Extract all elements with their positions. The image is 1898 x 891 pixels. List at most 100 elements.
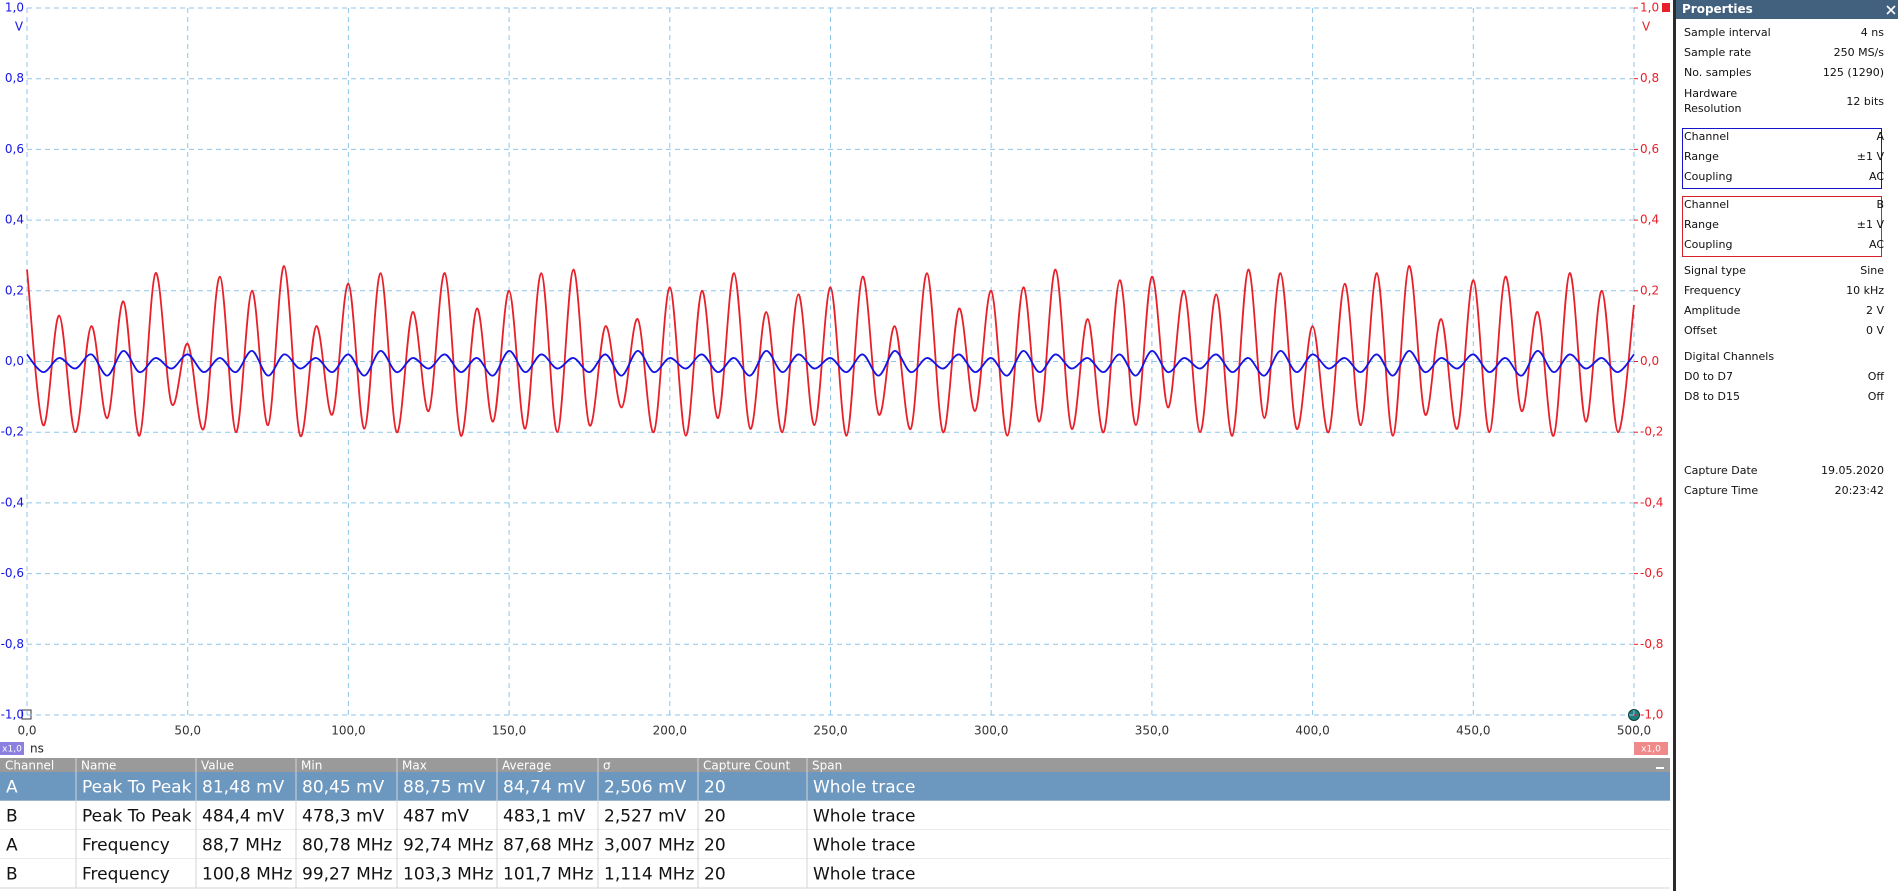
x-tick-label: 100,0 bbox=[331, 724, 365, 738]
property-value: Sine bbox=[1860, 264, 1884, 277]
y2-tick-label: -0,2 bbox=[1640, 425, 1663, 439]
y-tick-label: 1,0 bbox=[5, 1, 24, 15]
table-cell: 84,74 mV bbox=[503, 778, 586, 798]
table-cell: 92,74 MHz bbox=[403, 836, 494, 856]
digital-title: Digital Channels bbox=[1684, 350, 1775, 363]
table-cell: Whole trace bbox=[813, 778, 915, 798]
property-value: Off bbox=[1867, 370, 1884, 383]
property-row: Offset 0 V bbox=[1684, 324, 1884, 337]
close-button[interactable] bbox=[1886, 5, 1896, 15]
column-header: Min bbox=[301, 759, 322, 773]
table-cell: 103,3 MHz bbox=[403, 865, 494, 885]
property-value: 4 ns bbox=[1860, 26, 1884, 39]
property-value: 12 bits bbox=[1846, 94, 1884, 108]
table-header bbox=[0, 758, 1670, 772]
property-label: Frequency bbox=[1684, 284, 1741, 297]
table-cell: 100,8 MHz bbox=[202, 865, 293, 885]
property-row: Sample interval 4 ns bbox=[1684, 26, 1884, 39]
channel-b-marker bbox=[1662, 3, 1670, 12]
property-row: Hardware Resolution 12 bits bbox=[1684, 86, 1884, 116]
property-value: AC bbox=[1868, 238, 1884, 251]
y-tick-label: 0,6 bbox=[5, 142, 24, 156]
y2-tick-label: 0,4 bbox=[1640, 213, 1659, 227]
property-row: Amplitude 2 V bbox=[1684, 304, 1884, 317]
table-cell: 2,506 mV bbox=[604, 778, 687, 798]
table-cell: B bbox=[6, 807, 18, 827]
x-tick-label: 300,0 bbox=[974, 724, 1008, 738]
channel-a-box bbox=[1682, 128, 1882, 189]
trace bbox=[26, 349, 1635, 377]
property-row: Signal type Sine bbox=[1684, 264, 1884, 277]
x-tick-label: 450,0 bbox=[1456, 724, 1490, 738]
y-tick-label: -0,4 bbox=[1, 495, 24, 509]
property-row: Range ±1 V bbox=[1684, 218, 1884, 231]
table-row[interactable] bbox=[0, 772, 1670, 801]
table-cell: 484,4 mV bbox=[202, 807, 285, 827]
property-row: Range ±1 V bbox=[1684, 150, 1884, 163]
property-label: Signal type bbox=[1684, 264, 1746, 277]
property-row: Sample rate 250 MS/s bbox=[1684, 46, 1884, 59]
property-row: Channel A bbox=[1684, 130, 1884, 143]
channel-b-box bbox=[1682, 196, 1882, 257]
property-value: ±1 V bbox=[1856, 218, 1884, 231]
property-row: Capture Date 19.05.2020 bbox=[1684, 464, 1884, 477]
table-row[interactable] bbox=[0, 801, 1670, 830]
column-header: Max bbox=[402, 759, 427, 773]
zoom-label: x1,0 bbox=[1641, 745, 1661, 755]
x-tick-label: 500,0 bbox=[1617, 724, 1651, 738]
table-cell: 20 bbox=[704, 778, 726, 798]
column-header: Average bbox=[502, 759, 551, 773]
column-header: σ bbox=[603, 759, 611, 773]
property-value: A bbox=[1876, 130, 1884, 143]
column-header: Span bbox=[812, 759, 842, 773]
x-tick-label: 150,0 bbox=[492, 724, 526, 738]
y2-tick-label: 0,2 bbox=[1640, 283, 1659, 297]
y-tick-label: 0,8 bbox=[5, 71, 24, 85]
table-cell: 88,7 MHz bbox=[202, 836, 282, 856]
y2-tick-label: 1,0 bbox=[1640, 1, 1659, 15]
table-cell: 3,007 MHz bbox=[604, 836, 695, 856]
table-cell: Frequency bbox=[82, 836, 170, 856]
x-tick-label: 0,0 bbox=[17, 724, 36, 738]
table-cell: 81,48 mV bbox=[202, 778, 285, 798]
property-value: 20:23:42 bbox=[1834, 484, 1884, 497]
property-label: Channel bbox=[1684, 130, 1730, 143]
property-row: D8 to D15 Off bbox=[1684, 390, 1884, 403]
property-row: D0 to D7 Off bbox=[1684, 370, 1884, 383]
y2-unit: V bbox=[1642, 20, 1651, 34]
column-header: Name bbox=[81, 759, 116, 773]
y-tick-label: 0,4 bbox=[5, 213, 24, 227]
y-tick-label: 0,2 bbox=[5, 283, 24, 297]
y2-tick-label: -1,0 bbox=[1640, 708, 1663, 722]
table-cell: 487 mV bbox=[403, 807, 469, 827]
table-row[interactable] bbox=[0, 859, 1670, 888]
property-label: Range bbox=[1684, 150, 1719, 163]
table-cell: A bbox=[6, 778, 18, 798]
table-cell: Peak To Peak bbox=[82, 807, 192, 827]
y-tick-label: 0,0 bbox=[5, 354, 24, 368]
property-value: 0 V bbox=[1865, 324, 1884, 337]
table-cell: Whole trace bbox=[813, 836, 915, 856]
property-label: Coupling bbox=[1684, 238, 1733, 251]
properties-panel: Properties Digital Channels Sample inter… bbox=[1673, 0, 1898, 891]
table-row[interactable] bbox=[0, 830, 1670, 859]
x-tick-label: 200,0 bbox=[653, 724, 687, 738]
property-value: 10 kHz bbox=[1846, 284, 1884, 297]
table-cell: 88,75 mV bbox=[403, 778, 486, 798]
property-label: Sample interval bbox=[1684, 26, 1771, 39]
zoom-badge bbox=[1634, 742, 1668, 755]
table-cell: Whole trace bbox=[813, 865, 915, 885]
y-tick-label: -0,8 bbox=[1, 637, 24, 651]
table-cell: Peak To Peak bbox=[82, 778, 192, 798]
property-value: 19.05.2020 bbox=[1821, 464, 1884, 477]
property-label: Coupling bbox=[1684, 170, 1733, 183]
y-unit: V bbox=[15, 20, 24, 34]
property-label: No. samples bbox=[1684, 66, 1752, 79]
property-row: Channel B bbox=[1684, 198, 1884, 211]
property-label: D8 to D15 bbox=[1684, 390, 1740, 403]
x-tick-label: 250,0 bbox=[813, 724, 847, 738]
property-label: Capture Time bbox=[1684, 484, 1759, 497]
x-tick-label: 350,0 bbox=[1135, 724, 1169, 738]
table-cell: B bbox=[6, 865, 18, 885]
